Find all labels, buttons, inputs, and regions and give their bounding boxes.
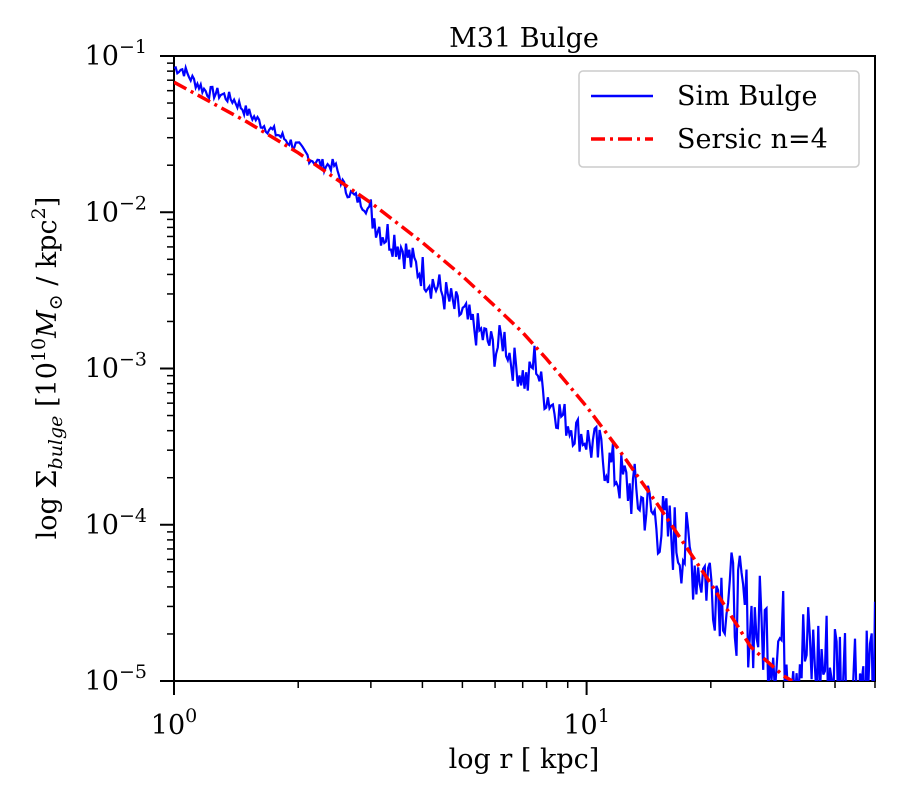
x-axis: 100 101 (151, 681, 876, 741)
legend-label-sersic: Sersic n=4 (677, 124, 828, 155)
y-tick-label: 10−3 (85, 349, 147, 385)
chart-title: M31 Bulge (449, 23, 599, 54)
y-tick-label: 10−2 (85, 192, 147, 228)
legend-label-sim-bulge: Sim Bulge (677, 81, 817, 112)
x-tick-label: 101 (563, 705, 609, 741)
x-tick-label: 100 (151, 705, 197, 741)
legend: Sim Bulge Sersic n=4 (578, 70, 860, 168)
y-axis-label: log Σbulge [1010M⊙ / kpc2] (28, 197, 67, 540)
y-tick-label: 10−4 (85, 505, 147, 541)
series-line-sersic (174, 80, 794, 681)
y-tick-label: 10−5 (85, 661, 147, 697)
series-line-sim-bulge (174, 63, 875, 681)
y-axis: 10−1 10−2 10−3 10−4 10−5 (85, 36, 174, 697)
x-axis-label: log r [ kpc] (449, 744, 600, 775)
y-tick-label: 10−1 (85, 36, 147, 72)
series-layer (174, 63, 875, 681)
